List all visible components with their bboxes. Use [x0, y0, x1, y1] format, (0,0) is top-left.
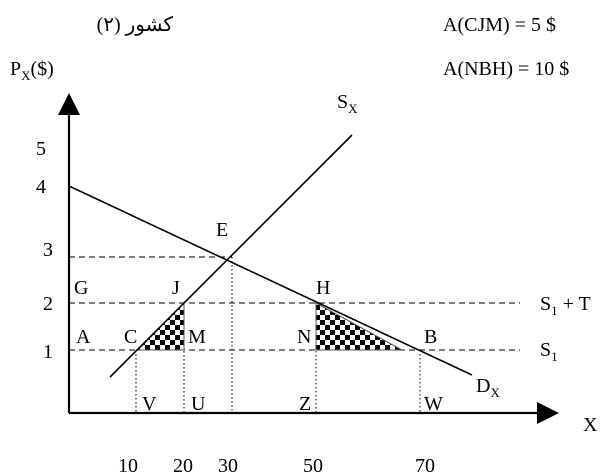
point-u-label: U — [191, 393, 206, 415]
s1-label: S1 — [540, 339, 558, 364]
s1-label-sub: 1 — [551, 349, 558, 364]
y-axis-label-unit: ($) — [31, 58, 54, 80]
y-axis-label: PX($) — [10, 58, 54, 83]
y-tick-2: 2 — [43, 293, 53, 315]
s1-plus-t-label: S1 + T — [540, 293, 591, 318]
supply-curve-label-sub: X — [348, 101, 358, 116]
y-tick-3: 3 — [43, 239, 53, 261]
point-b-label: B — [424, 326, 437, 348]
x-tick-70: 70 — [415, 455, 435, 476]
point-e-label: E — [216, 219, 228, 241]
y-tick-1: 1 — [43, 341, 53, 363]
s1-plus-t-label-suffix: + T — [558, 293, 591, 315]
area-nbh-label: A(NBH) = 10 $ — [443, 58, 569, 80]
point-v-label: V — [142, 393, 157, 415]
x-axis-label: X — [583, 414, 598, 436]
point-g-label: G — [74, 277, 88, 299]
s1-plus-t-label-sub: 1 — [551, 303, 558, 318]
s1-plus-t-label-main: S — [540, 293, 551, 315]
point-j-label: J — [172, 277, 180, 299]
point-n-label: N — [297, 326, 311, 348]
demand-curve-label-main: D — [476, 375, 490, 397]
point-h-label: H — [316, 277, 330, 299]
country-title: کشور (۲) — [97, 14, 174, 36]
area-cjm-label: A(CJM) = 5 $ — [443, 14, 556, 36]
triangle-nbh — [315, 302, 403, 351]
y-axis-label-main: P — [10, 58, 21, 80]
x-tick-30: 30 — [218, 455, 238, 476]
x-tick-20: 20 — [173, 455, 193, 476]
x-tick-10: 10 — [118, 455, 138, 476]
point-w-label: W — [424, 393, 443, 415]
y-axis-label-sub: X — [21, 68, 31, 83]
demand-curve — [68, 185, 473, 376]
demand-curve-label-sub: X — [490, 385, 500, 400]
y-tick-5: 5 — [36, 138, 46, 160]
s1-label-main: S — [540, 339, 551, 361]
point-z-label: Z — [299, 393, 311, 415]
supply-curve — [109, 134, 353, 378]
supply-curve-label-main: S — [337, 91, 348, 113]
point-m-label: M — [188, 326, 206, 348]
demand-curve-label: DX — [476, 375, 500, 400]
supply-curve-label: SX — [337, 91, 358, 116]
x-tick-50: 50 — [303, 455, 323, 476]
y-tick-4: 4 — [36, 176, 46, 198]
point-a-label: A — [76, 326, 91, 348]
point-c-label: C — [124, 326, 137, 348]
